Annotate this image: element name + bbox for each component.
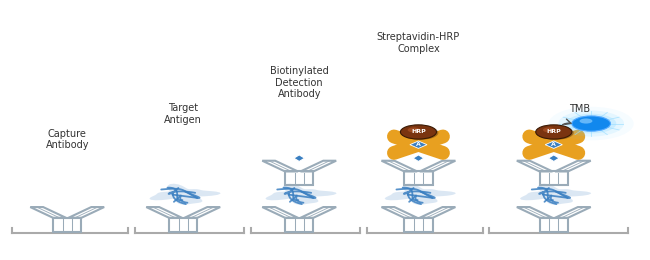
Circle shape: [408, 127, 421, 132]
Text: Biotinylated
Detection
Antibody: Biotinylated Detection Antibody: [270, 66, 329, 100]
Circle shape: [549, 107, 634, 140]
Circle shape: [572, 116, 610, 131]
Text: A: A: [416, 142, 421, 147]
Text: A: A: [551, 142, 556, 147]
Circle shape: [402, 126, 438, 140]
Text: TMB: TMB: [569, 104, 590, 114]
Circle shape: [566, 114, 616, 133]
Text: Streptavidin-HRP
Complex: Streptavidin-HRP Complex: [377, 32, 460, 54]
Polygon shape: [549, 155, 559, 161]
Text: HRP: HRP: [411, 129, 426, 134]
Circle shape: [558, 110, 624, 136]
Circle shape: [538, 126, 574, 140]
Circle shape: [536, 125, 572, 139]
PathPatch shape: [385, 184, 456, 205]
Polygon shape: [294, 155, 305, 161]
Polygon shape: [545, 141, 562, 148]
Circle shape: [400, 125, 437, 139]
PathPatch shape: [520, 184, 591, 205]
PathPatch shape: [265, 184, 337, 205]
PathPatch shape: [150, 184, 220, 205]
Circle shape: [543, 127, 556, 132]
Text: Capture
Antibody: Capture Antibody: [46, 129, 89, 150]
Text: HRP: HRP: [547, 129, 561, 134]
Circle shape: [580, 119, 592, 123]
Text: Target
Antigen: Target Antigen: [164, 103, 202, 125]
Polygon shape: [410, 141, 427, 148]
Polygon shape: [413, 155, 424, 161]
